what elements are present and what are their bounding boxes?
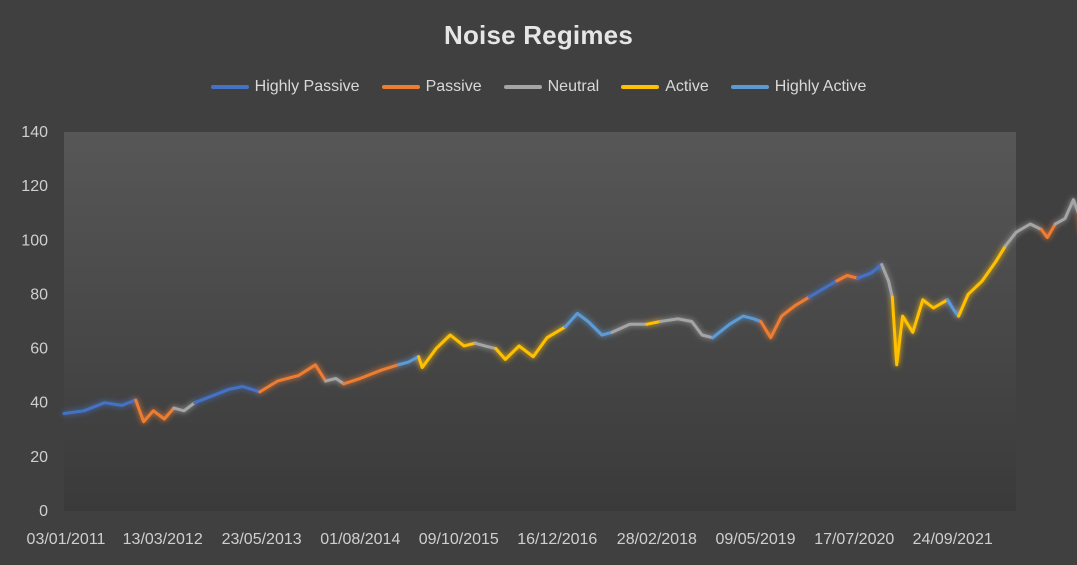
y-tick-label: 0 [39,503,48,520]
y-tick-label: 60 [30,341,48,358]
series-line-segment [1053,198,1077,226]
series-line-segment [134,398,176,424]
plot-area [64,132,1016,511]
series-line-segment [645,320,662,326]
x-tick-label: 01/08/2014 [320,531,400,548]
series-line-segment [880,263,894,299]
y-tick-label: 120 [21,178,48,195]
legend-label: Neutral [547,78,600,95]
x-tick-label: 13/03/2012 [123,531,203,548]
series-line-segment [563,311,614,337]
x-tick-label: 03/01/2011 [27,531,106,548]
series-line-segment [835,274,860,283]
legend-item: Highly Active [730,78,867,96]
series-line-segment [807,279,839,299]
series-line-segment [324,376,346,386]
legend-swatch [730,85,769,89]
series-line-segment [957,244,1008,318]
legend-label: Highly Active [774,78,867,95]
chart-title: Noise Regimes [443,20,633,50]
series-line-segment [759,295,811,340]
series-line-segment [417,333,477,369]
series-line-segment [711,314,763,340]
series-line-segment [890,295,949,367]
series-line-segment [62,398,138,415]
series-line-segment [1039,222,1057,240]
legend-label: Highly Passive [254,78,360,95]
x-tick-label: 23/05/2013 [222,531,302,548]
y-tick-label: 140 [21,124,48,141]
x-tick-label: 09/05/2019 [715,531,795,548]
legend-label: Active [665,78,709,95]
series-line-segment [473,341,498,351]
legend-swatch [381,85,420,89]
legend-item: Active [621,78,709,96]
series-line-segment [396,355,421,367]
chart-legend: Highly Passive Passive Neutral Active Highly… [0,78,1077,96]
legend-item: Passive [381,78,482,96]
y-tick-label: 20 [30,449,48,466]
series-line-segment [193,385,262,405]
series-line-segment [494,325,567,361]
legend-item: Neutral [503,78,600,96]
legend-item: Highly Passive [210,78,360,96]
series-line-segment [856,263,884,280]
series-line-segment [610,322,649,334]
series-line-segment [258,363,328,394]
series-line-segment [946,298,961,318]
y-tick-label: 80 [30,286,48,303]
series-line-segment [172,401,197,413]
series-line-segment [342,363,400,386]
y-tick-label: 100 [21,232,48,249]
legend-label: Passive [425,78,482,95]
x-tick-label: 16/12/2016 [517,531,597,548]
series-line-segment [1004,222,1043,248]
series-line-segment [658,317,715,340]
x-tick-label: 09/10/2015 [419,531,499,548]
y-tick-label: 40 [30,395,48,412]
x-tick-label: 24/09/2021 [913,531,993,548]
legend-swatch [621,85,660,89]
legend-swatch [503,85,542,89]
x-tick-label: 17/07/2020 [814,531,894,548]
legend-swatch [210,85,249,89]
x-tick-label: 28/02/2018 [617,531,697,548]
